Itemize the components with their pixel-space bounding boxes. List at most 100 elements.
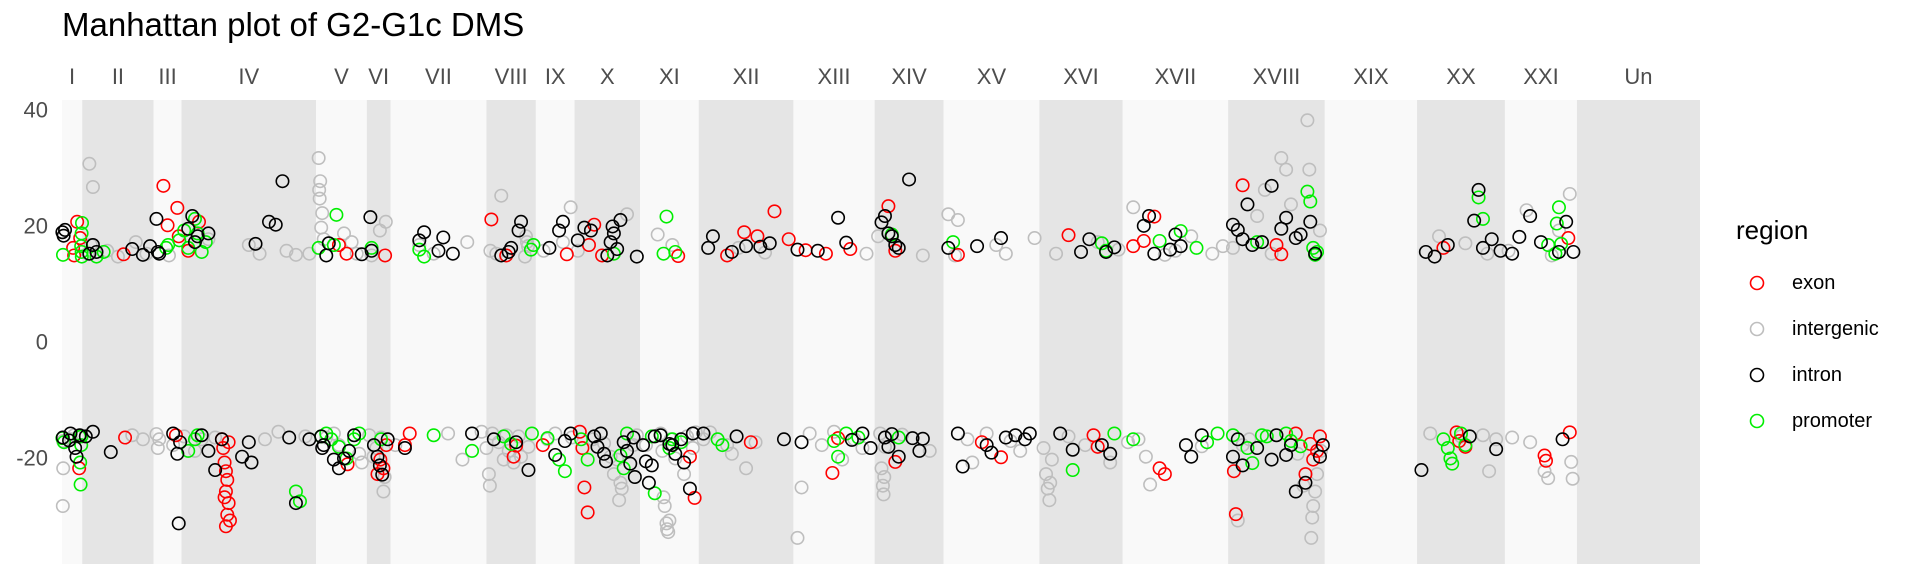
point-promoter [1475, 211, 1490, 226]
point-intron [1467, 213, 1482, 228]
y-tick-label: 40 [24, 97, 48, 122]
point-intergenic [1230, 513, 1245, 528]
point-intergenic [629, 428, 644, 443]
point-intron [794, 435, 809, 450]
point-promoter [715, 438, 730, 453]
chromosome-band-i [62, 100, 83, 564]
legend: region exon intergenic intron promoter [1736, 215, 1879, 444]
point-intron [1308, 246, 1323, 261]
point-intergenic [271, 424, 286, 439]
point-intergenic [312, 191, 327, 206]
point-intron [1471, 182, 1486, 197]
point-exon [831, 431, 846, 446]
point-intergenic [1126, 200, 1141, 215]
point-intron [1103, 446, 1118, 461]
point-exon [222, 513, 237, 528]
y-tick-label: -20 [16, 445, 48, 470]
point-intergenic [125, 428, 140, 443]
point-intergenic [613, 475, 628, 490]
point-intron [201, 226, 216, 241]
point-intron [288, 496, 303, 511]
chromosome-band-xi [640, 100, 699, 564]
point-intergenic [455, 452, 470, 467]
point-exon [170, 200, 185, 215]
point-intergenic [349, 246, 364, 261]
point-intergenic [441, 426, 456, 441]
chromosome-band-ii [82, 100, 154, 564]
point-intron [72, 428, 87, 443]
point-intergenic [1274, 151, 1289, 166]
point-exon [160, 218, 175, 233]
point-intron [1427, 249, 1442, 264]
point-promoter [187, 211, 202, 226]
point-exon [376, 461, 391, 476]
point-exon [881, 199, 896, 214]
point-exon [373, 452, 388, 467]
point-exon [1298, 467, 1313, 482]
point-intergenic [1049, 246, 1064, 261]
point-intron [521, 463, 536, 478]
point-intergenic [1215, 239, 1230, 254]
point-intergenic [748, 435, 763, 450]
point-intron [201, 443, 216, 458]
point-intron [1264, 178, 1279, 193]
point-promoter [1245, 456, 1260, 471]
point-intergenic [922, 443, 937, 458]
point-exon [499, 248, 514, 263]
point-intergenic [950, 213, 965, 228]
chromosome-band-x [574, 100, 641, 564]
legend-marker-intergenic [1749, 321, 1765, 337]
chromosome-band-xii [698, 100, 794, 564]
point-intron [636, 438, 651, 453]
point-intron [548, 447, 563, 462]
point-intron [1533, 235, 1548, 250]
point-intron [1235, 458, 1250, 473]
point-intron [1254, 235, 1269, 250]
point-intron [68, 440, 83, 455]
point-promoter [1436, 432, 1451, 447]
point-intron [1462, 429, 1477, 444]
point-intron [275, 174, 290, 189]
point-intergenic [315, 206, 330, 221]
point-exon [950, 247, 965, 262]
chromosome-label-xi: XI [659, 64, 680, 89]
chromosome-band-xv [943, 100, 1040, 564]
point-intron [863, 440, 878, 455]
point-intron [171, 516, 186, 531]
point-intron [417, 225, 432, 240]
legend-key-exon [1740, 266, 1774, 300]
point-intron [682, 481, 697, 496]
point-intergenic [1043, 475, 1058, 490]
point-promoter [891, 430, 906, 445]
point-intron [915, 431, 930, 446]
point-intergenic [1257, 182, 1272, 197]
point-intron [1008, 428, 1023, 443]
point-intergenic [1042, 493, 1057, 508]
point-intron [739, 239, 754, 254]
point-intron [810, 243, 825, 258]
point-intron [1082, 232, 1097, 247]
point-intergenic [1013, 443, 1028, 458]
point-intergenic [1306, 498, 1321, 513]
point-exon [1537, 448, 1552, 463]
point-promoter [1240, 440, 1255, 455]
point-intron [941, 240, 956, 255]
point-intron [724, 244, 739, 259]
point-exon [825, 465, 840, 480]
point-intergenic [1505, 430, 1520, 445]
point-intergenic [1501, 243, 1516, 258]
point-intron [647, 429, 662, 444]
point-promoter [74, 226, 89, 241]
point-intergenic [208, 430, 223, 445]
point-exon [1274, 247, 1289, 262]
point-intron [262, 214, 277, 229]
point-exon [221, 435, 236, 450]
point-intron [1283, 438, 1298, 453]
point-promoter [190, 428, 205, 443]
y-tick-label: 0 [36, 329, 48, 354]
point-promoter [417, 249, 432, 264]
point-exon [118, 430, 133, 445]
point-intron [208, 463, 223, 478]
point-intron [1484, 232, 1499, 247]
point-intergenic [152, 432, 167, 447]
